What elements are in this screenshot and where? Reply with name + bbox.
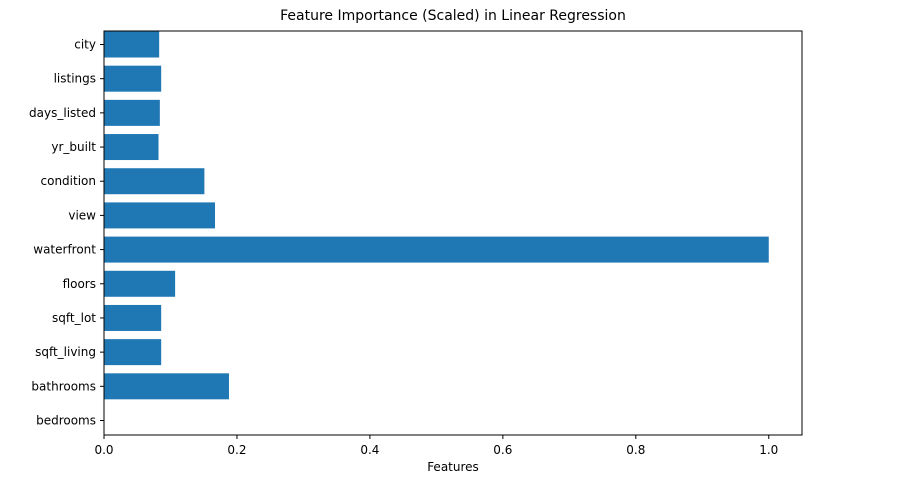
y-tick-label: city [74,38,96,52]
y-tick-label: listings [54,72,96,86]
y-tick-label: bathrooms [31,379,96,393]
chart-title: Feature Importance (Scaled) in Linear Re… [280,8,626,24]
bar-view [104,202,216,229]
x-tick-label: 0.4 [360,443,379,457]
x-tick-label: 0.6 [493,443,512,457]
bar-days-listed [104,99,160,126]
bar-sqft-lot [104,304,162,331]
y-tick-label: days_listed [29,106,96,120]
y-tick-label: view [68,208,96,222]
bar-condition [104,168,205,195]
y-axis: bedrooms bathrooms sqft_living sqft_lot floo… [29,38,104,428]
y-tick-label: condition [41,174,96,188]
bar-floors [104,270,176,297]
y-tick-label: waterfront [33,243,96,257]
bar-waterfront [104,236,769,263]
bar-bathrooms [104,373,229,400]
x-axis: 0.0 0.2 0.4 0.6 0.8 1.0 [94,435,778,457]
bar-sqft-living [104,339,162,366]
bar-listings [104,65,162,92]
y-tick-label: sqft_lot [52,311,96,325]
y-tick-label: bedrooms [36,414,96,428]
plot-frame [103,30,803,436]
bar-yr-built [104,134,159,161]
x-tick-label: 0.8 [626,443,645,457]
x-tick-label: 0.2 [227,443,246,457]
bars-group [104,31,769,400]
y-tick-label: floors [63,277,96,291]
bar-city [104,31,160,58]
y-tick-label: yr_built [51,140,96,154]
x-tick-label: 0.0 [94,443,113,457]
y-tick-label: sqft_living [35,345,96,359]
x-tick-label: 1.0 [759,443,778,457]
x-axis-label: Features [427,460,479,474]
